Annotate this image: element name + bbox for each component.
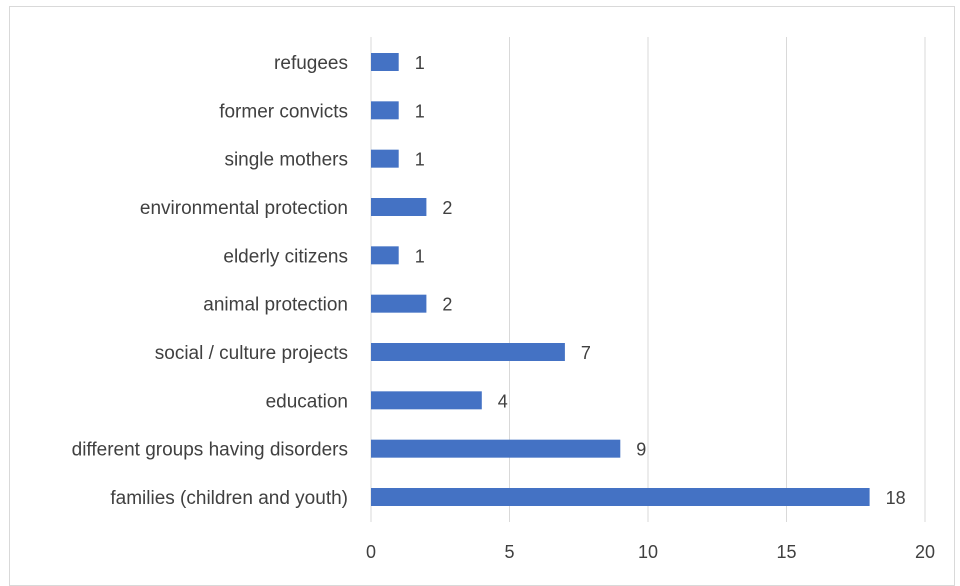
category-label: single mothers bbox=[224, 150, 348, 171]
data-label: 1 bbox=[415, 101, 425, 121]
data-label: 4 bbox=[498, 391, 508, 411]
bar bbox=[371, 294, 427, 313]
data-label: 2 bbox=[442, 295, 452, 315]
bar bbox=[371, 439, 621, 458]
data-labels: 1 1 1 2 1 2 7 4 9 18 bbox=[415, 53, 906, 508]
data-label: 7 bbox=[581, 343, 591, 363]
bar bbox=[371, 149, 399, 168]
data-label: 2 bbox=[442, 198, 452, 218]
category-label: education bbox=[266, 391, 348, 412]
category-label: former convicts bbox=[219, 101, 348, 122]
bar bbox=[371, 101, 399, 120]
data-label: 1 bbox=[415, 53, 425, 73]
bar bbox=[371, 53, 399, 71]
bars bbox=[371, 53, 870, 506]
x-tick-label: 5 bbox=[504, 542, 514, 562]
bar bbox=[371, 488, 870, 506]
category-label: social / culture projects bbox=[155, 343, 348, 364]
data-label: 18 bbox=[886, 488, 906, 508]
category-label: families (children and youth) bbox=[110, 488, 348, 509]
x-tick-label: 20 bbox=[915, 542, 935, 562]
x-axis-ticks: 0 5 10 15 20 bbox=[366, 542, 935, 562]
data-label: 1 bbox=[415, 246, 425, 266]
data-label: 9 bbox=[636, 440, 646, 460]
x-tick-label: 10 bbox=[638, 542, 658, 562]
x-tick-label: 15 bbox=[776, 542, 796, 562]
category-label: different groups having disorders bbox=[72, 440, 348, 461]
category-label: environmental protection bbox=[140, 198, 348, 219]
category-label: elderly citizens bbox=[223, 246, 348, 267]
bar bbox=[371, 246, 399, 265]
bar bbox=[371, 391, 482, 410]
x-tick-label: 0 bbox=[366, 542, 376, 562]
bar bbox=[371, 198, 427, 216]
category-labels: refugees former convicts single mothers env… bbox=[72, 53, 348, 509]
data-label: 1 bbox=[415, 150, 425, 170]
category-label: refugees bbox=[274, 53, 348, 74]
bar bbox=[371, 343, 565, 361]
category-label: animal protection bbox=[203, 295, 348, 316]
